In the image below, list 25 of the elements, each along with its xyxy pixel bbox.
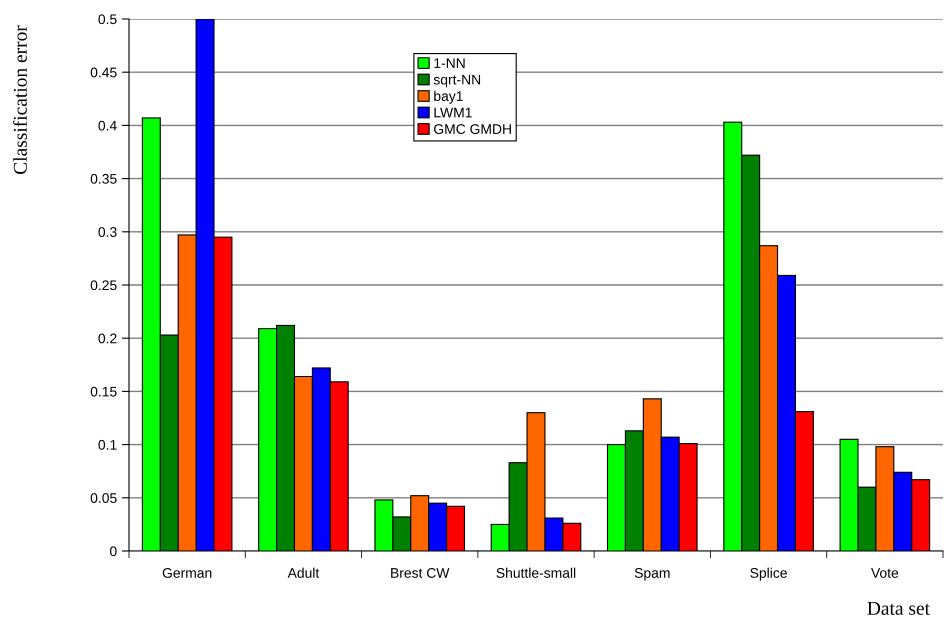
legend-label: sqrt-NN: [434, 74, 480, 88]
y-tick-label: 0.05: [90, 493, 117, 503]
y-tick-label: 0.25: [90, 280, 117, 290]
legend-label: GMC GMDH: [434, 124, 511, 134]
y-tick-label: 0.15: [90, 386, 117, 397]
legend-label: bay1: [434, 90, 463, 104]
legend-label: LWM1: [434, 108, 472, 118]
y-tick-label: 0: [110, 546, 117, 556]
y-tick-label: 0.3: [98, 227, 117, 237]
y-tick-label: 0.2: [98, 334, 116, 344]
x-tick-label: Vote: [871, 568, 898, 578]
legend-label: 1-NN: [434, 58, 465, 68]
x-axis-title: Data set: [867, 602, 930, 615]
x-tick-label: Spam: [634, 568, 670, 581]
y-axis-title: Classification error: [12, 25, 27, 174]
y-tick-label: 0.4: [98, 120, 117, 131]
x-tick-label: Brest CW: [391, 568, 450, 578]
y-tick-label: 0.35: [90, 174, 117, 184]
x-tick-label: German: [162, 568, 212, 578]
x-tick-label: Shuttle-small: [496, 568, 576, 578]
y-tick-label: 0.1: [98, 440, 117, 450]
y-tick-label: 0.45: [90, 68, 117, 78]
x-tick-label: Adult: [288, 568, 320, 578]
y-tick-label: 0.5: [98, 14, 117, 24]
x-tick-label: Splice: [750, 568, 787, 581]
